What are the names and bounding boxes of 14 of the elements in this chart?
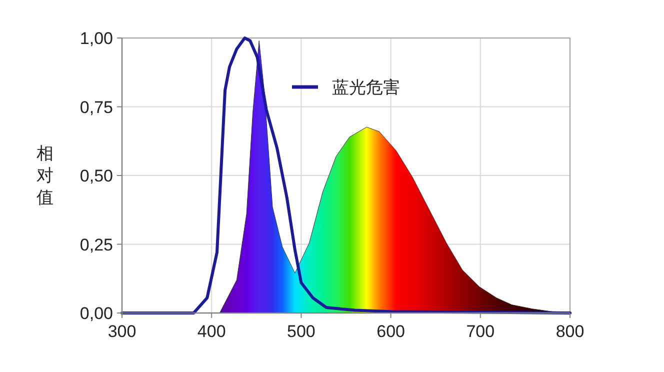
y-tick-label: 0,75 xyxy=(80,98,113,117)
x-tick-label: 300 xyxy=(108,322,136,341)
x-tick-label: 800 xyxy=(556,322,584,341)
y-tick-label: 0,00 xyxy=(80,304,113,323)
legend-label: 蓝光危害 xyxy=(332,78,400,97)
y-tick-label: 0,25 xyxy=(80,235,113,254)
y-tick-label: 0,50 xyxy=(80,166,113,186)
x-tick-label: 600 xyxy=(376,322,405,341)
x-tick-label: 500 xyxy=(287,322,316,341)
x-tick-label: 700 xyxy=(466,322,495,341)
line-series xyxy=(120,36,572,314)
y-tick-label: 1,00 xyxy=(80,29,113,48)
x-tick-label: 400 xyxy=(197,322,226,341)
y-axis-title: 相对值 xyxy=(36,144,54,207)
